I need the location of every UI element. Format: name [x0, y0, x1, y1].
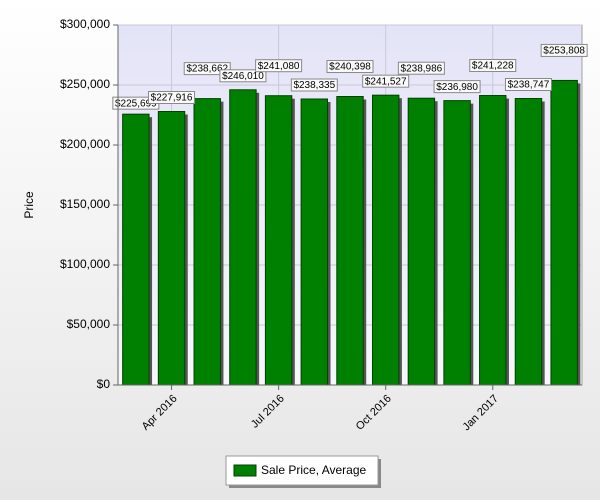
y-tick-label: $200,000	[60, 137, 110, 151]
y-tick-label: $0	[97, 377, 111, 391]
bar	[229, 89, 257, 386]
value-label: $236,980	[436, 82, 478, 93]
value-label: $227,916	[151, 93, 193, 104]
bar	[193, 98, 221, 386]
value-label-box	[540, 43, 588, 57]
bar	[336, 96, 364, 386]
value-label-box	[255, 59, 303, 73]
value-label: $238,747	[508, 80, 550, 91]
y-tick-label: $100,000	[60, 257, 110, 271]
value-label: $241,527	[365, 76, 407, 87]
bar	[264, 95, 293, 386]
value-label: $246,010	[222, 71, 264, 82]
value-label-box	[433, 80, 481, 94]
y-tick-label: $250,000	[60, 77, 110, 91]
value-label: $241,080	[258, 61, 300, 72]
bar	[443, 100, 471, 386]
value-label: $241,228	[472, 61, 514, 72]
bar	[300, 98, 329, 386]
value-label-box	[183, 62, 231, 76]
value-label-box	[290, 78, 338, 92]
legend	[225, 455, 379, 486]
bar	[550, 79, 578, 386]
y-axis-label: Price	[22, 191, 36, 219]
y-tick-label: $150,000	[60, 197, 110, 211]
bar	[514, 98, 543, 386]
y-tick-label: $50,000	[67, 317, 111, 331]
value-label-box	[469, 59, 517, 73]
value-label-box	[504, 78, 552, 92]
bar	[122, 113, 150, 386]
legend-label: Sale Price, Average	[261, 463, 367, 477]
value-label-box	[326, 60, 374, 74]
value-label-box	[397, 61, 445, 75]
bar	[407, 97, 436, 386]
bar	[371, 94, 400, 386]
value-label-box	[148, 91, 196, 105]
value-label-box	[362, 74, 410, 88]
value-label: $225,699	[115, 98, 157, 109]
value-label: $240,398	[329, 62, 371, 73]
value-label: $238,662	[186, 64, 228, 75]
bar	[157, 111, 186, 386]
y-tick-label: $300,000	[60, 17, 110, 31]
value-label: $238,335	[293, 80, 335, 91]
legend-swatch	[233, 464, 257, 477]
bar	[479, 95, 507, 386]
value-label-box	[219, 69, 267, 83]
value-label: $238,986	[401, 63, 443, 74]
value-label: $253,808	[543, 46, 585, 57]
